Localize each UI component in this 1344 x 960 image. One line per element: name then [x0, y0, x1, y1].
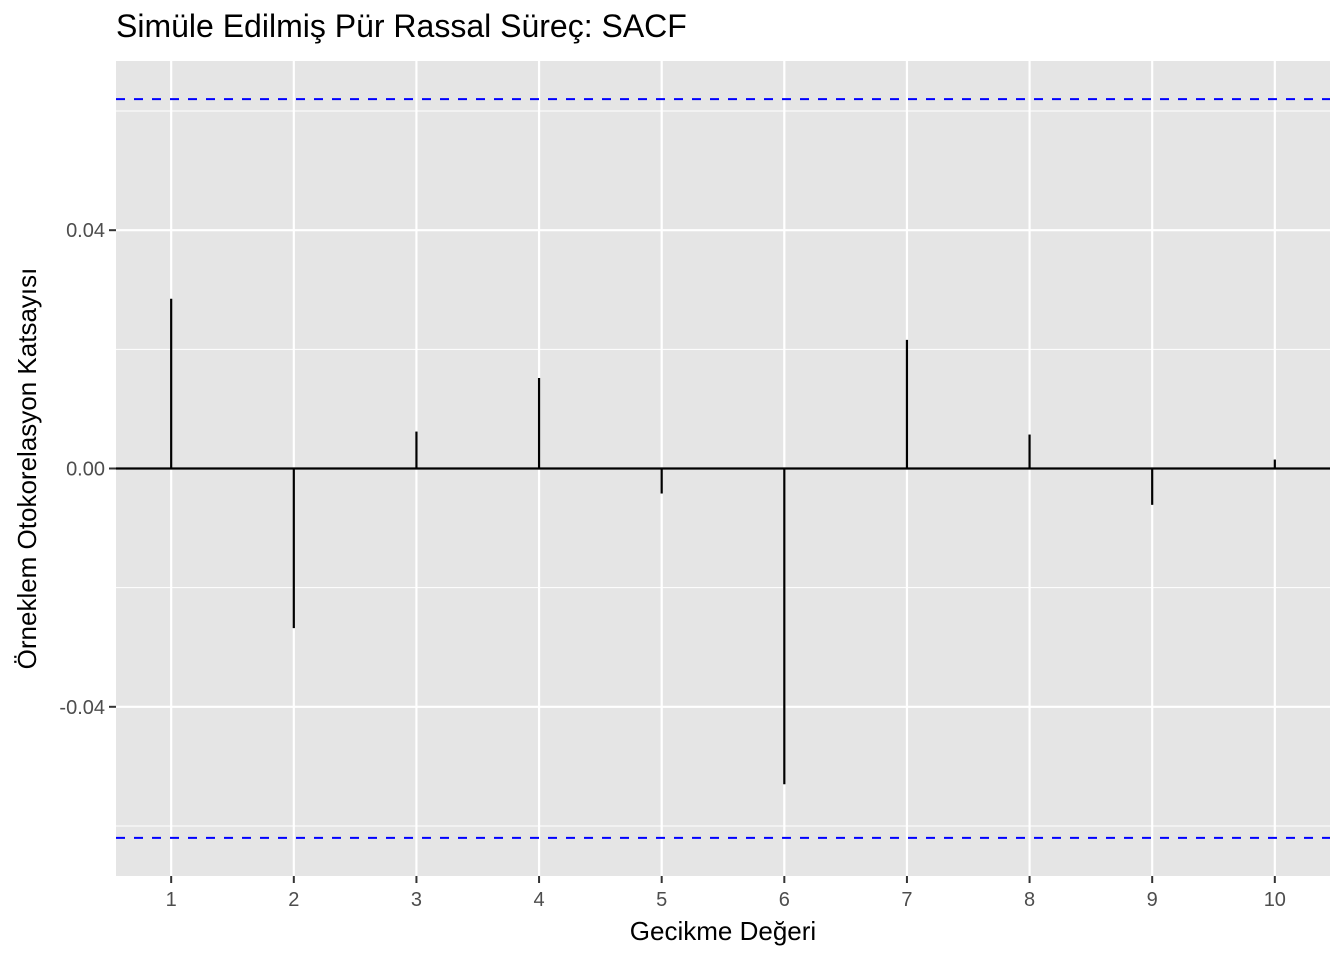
y-tick-label: 0.00 [66, 459, 105, 481]
x-tick-label: 7 [901, 889, 912, 911]
x-axis-ticks: 1 2 3 4 5 6 7 8 9 10 [166, 876, 1286, 911]
x-tick-label: 8 [1024, 889, 1035, 911]
acf-segments [170, 298, 1276, 785]
x-tick-label: 1 [166, 889, 177, 911]
x-axis-title: Gecikme Değeri [630, 916, 816, 946]
x-tick-label: 6 [779, 889, 790, 911]
x-tick-label: 2 [288, 889, 299, 911]
x-tick-label: 3 [411, 889, 422, 911]
chart-title: Simüle Edilmiş Pür Rassal Süreç: SACF [116, 8, 687, 44]
x-tick-label: 5 [656, 889, 667, 911]
y-tick-label: 0.04 [66, 220, 105, 242]
x-tick-label: 4 [533, 889, 544, 911]
y-axis-ticks: -0.04 0.00 0.04 [59, 220, 116, 719]
y-axis-title: Örneklem Otokorelasyon Katsayısı [12, 268, 42, 670]
x-tick-label: 9 [1147, 889, 1158, 911]
minor-gridlines [116, 110, 1330, 827]
y-tick-label: -0.04 [59, 697, 105, 719]
x-tick-label: 10 [1264, 889, 1286, 911]
confidence-band-lines [116, 98, 1330, 839]
